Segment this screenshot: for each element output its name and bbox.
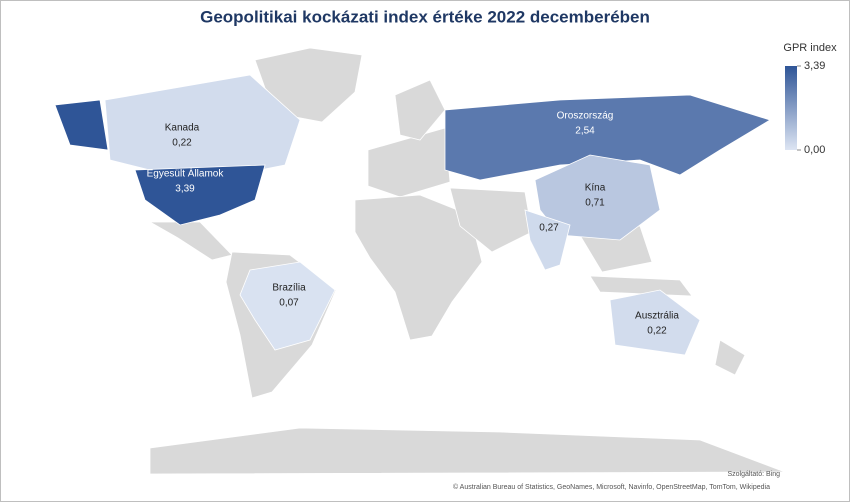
africa <box>354 194 483 341</box>
middle-east <box>449 187 533 253</box>
legend-tick-label: 3,39 <box>804 60 825 72</box>
legend-title: GPR index <box>783 42 837 54</box>
indonesia <box>589 275 693 297</box>
scandinavia <box>394 79 446 141</box>
value-label: 0,71 <box>585 198 605 209</box>
chart-title: Geopolitikai kockázati index értéke 2022… <box>200 7 650 26</box>
country-name: Oroszország <box>557 111 614 122</box>
country-region <box>239 261 336 351</box>
country-region <box>524 209 571 271</box>
country-name: Brazília <box>272 283 306 294</box>
europe <box>367 127 451 198</box>
value-label: 0,22 <box>647 326 667 337</box>
base-land <box>148 47 786 475</box>
new-zealand <box>714 339 746 376</box>
value-label: 0,22 <box>172 138 192 149</box>
country-region <box>609 289 701 356</box>
antarctica <box>149 427 786 475</box>
regions: Kanada 0,22 Egyesült Államok 3,39 Oroszorszá… <box>54 74 771 356</box>
country-name: Ausztrália <box>635 311 679 322</box>
value-label: 3,39 <box>175 184 195 195</box>
value-label: 2,54 <box>575 126 595 137</box>
country-region <box>444 94 771 181</box>
legend-colorbar <box>785 66 797 150</box>
country-region <box>54 99 266 226</box>
country-name: Kína <box>585 183 606 194</box>
country-name: Kanada <box>165 123 200 134</box>
attribution-sources: © Australian Bureau of Statistics, GeoNa… <box>453 483 770 491</box>
country-name: Egyesült Államok <box>147 167 225 180</box>
value-label: 0,27 <box>539 223 559 234</box>
attribution-provider: Szolgáltató: Bing <box>727 471 780 478</box>
value-label: 0,07 <box>279 298 299 309</box>
legend-tick-label: 0,00 <box>804 144 825 156</box>
country-region <box>534 154 661 241</box>
